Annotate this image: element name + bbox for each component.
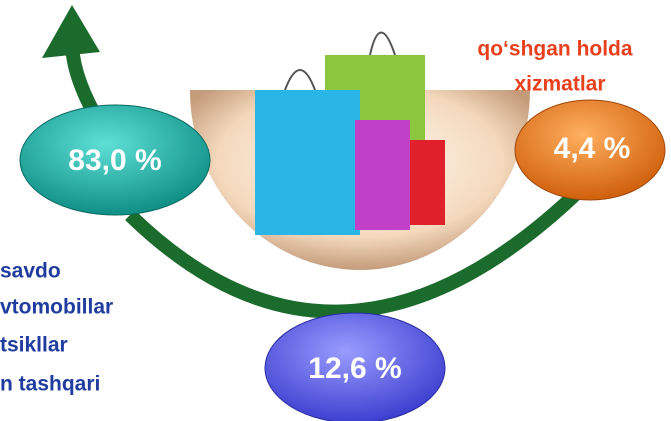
label: qo‘shgan holda bbox=[477, 38, 632, 61]
arrow-head bbox=[42, 5, 100, 58]
page: 83,0 % 4,4 % 12,6 % qo‘shgan holda xizma… bbox=[0, 0, 671, 421]
label: vtomobillar bbox=[0, 296, 113, 319]
infographic: 83,0 % 4,4 % 12,6 % qo‘shgan holda xizma… bbox=[0, 0, 671, 421]
label: xizmatlar bbox=[514, 73, 605, 96]
label: savdo bbox=[0, 260, 61, 283]
share-value: 12,6 % bbox=[308, 352, 401, 385]
label: n tashqari bbox=[0, 373, 100, 396]
label: tsikllar bbox=[0, 334, 68, 357]
share-value: 4,4 % bbox=[554, 132, 631, 165]
shopping-bags bbox=[255, 33, 445, 236]
share-value: 83,0 % bbox=[68, 144, 161, 177]
